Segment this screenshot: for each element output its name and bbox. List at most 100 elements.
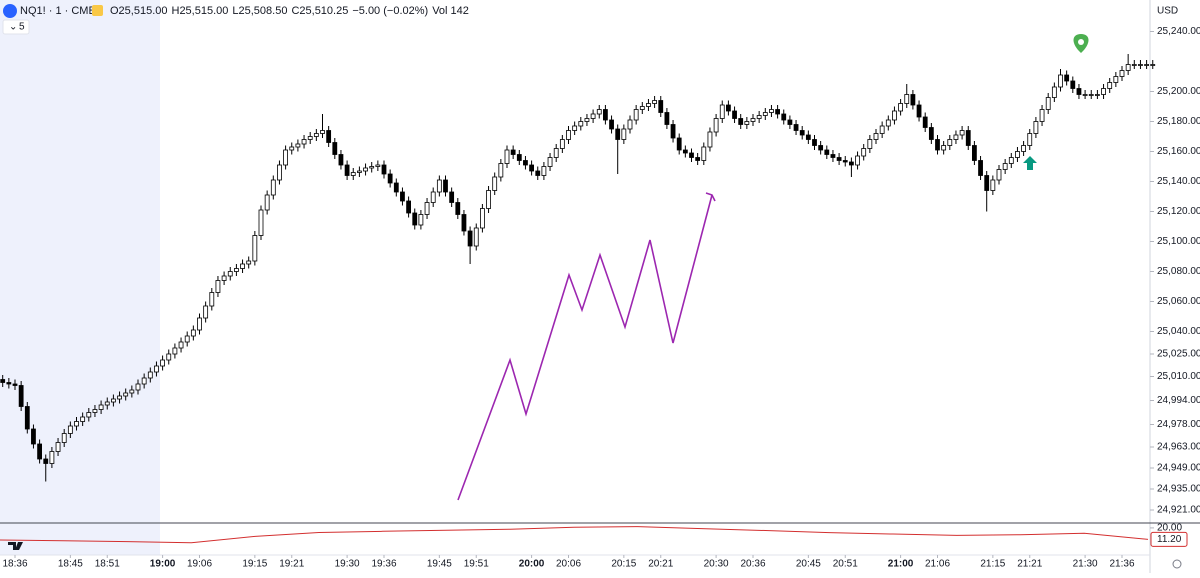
candle-body xyxy=(350,172,356,176)
y-tick-label: 24,935.00 xyxy=(1157,484,1200,495)
last-value-box xyxy=(1150,531,1188,547)
candle-body xyxy=(1045,97,1051,110)
candle-body xyxy=(430,191,436,203)
x-tick-label: 19:06 xyxy=(187,559,212,570)
candle-body xyxy=(233,268,239,272)
candle-body xyxy=(455,202,461,215)
candle-body xyxy=(855,155,860,166)
x-tick-label: 20:36 xyxy=(740,559,765,570)
candle-body xyxy=(18,385,24,407)
candle-body xyxy=(959,130,965,136)
up-arrow xyxy=(1023,156,1037,170)
y-tick-label: 24,921.00 xyxy=(1157,505,1200,516)
candle-body xyxy=(424,202,430,215)
y-tick-label: 24,963.00 xyxy=(1157,442,1200,453)
candle-body xyxy=(49,451,55,464)
candle-body xyxy=(31,428,36,445)
candle-body xyxy=(320,130,325,134)
candle-body xyxy=(553,148,559,158)
x-tick-label: 18:51 xyxy=(95,559,120,570)
candle-body xyxy=(916,104,922,118)
x-tick-label: 20:21 xyxy=(648,559,673,570)
candle-body xyxy=(160,359,166,367)
candle-body xyxy=(406,200,412,214)
candle-body xyxy=(6,382,12,385)
y-tick-label: 25,240.00 xyxy=(1157,26,1200,37)
candle-body xyxy=(1131,64,1137,66)
candle-body xyxy=(86,412,92,418)
drawing-zigzag xyxy=(457,194,713,501)
candle-body xyxy=(559,139,565,149)
legend-value: H25,515.00 xyxy=(172,5,229,17)
candle-body xyxy=(283,149,289,166)
candle-body xyxy=(738,118,744,125)
candle-body xyxy=(762,112,768,116)
interval-badge: 5 xyxy=(19,22,25,33)
candle-body xyxy=(689,152,694,158)
legend-value: Vol 142 xyxy=(432,5,469,17)
candle-body xyxy=(615,128,621,140)
y-tick-label: 25,040.00 xyxy=(1157,326,1200,337)
candle-body xyxy=(393,182,399,193)
x-tick-label: 21:30 xyxy=(1073,559,1098,570)
candle-body xyxy=(541,166,547,176)
candle-body xyxy=(37,443,42,460)
x-tick-label: 18:36 xyxy=(2,559,27,570)
x-tick-label: 19:21 xyxy=(279,559,304,570)
candle-body xyxy=(707,131,713,148)
candle-body xyxy=(111,398,116,403)
candle-body xyxy=(147,371,153,379)
candle-body xyxy=(1008,157,1014,164)
candle-body xyxy=(1002,163,1008,170)
y-tick-label: 25,060.00 xyxy=(1157,296,1200,307)
candle-body xyxy=(209,292,215,307)
tv-logo xyxy=(8,542,23,550)
y-tick-label: 25,010.00 xyxy=(1157,371,1200,382)
candle-body xyxy=(1144,64,1149,66)
candle-body xyxy=(498,163,504,178)
candle-body xyxy=(473,227,479,247)
x-tick-label: 21:15 xyxy=(980,559,1005,570)
y-tick-label: 25,100.00 xyxy=(1157,236,1200,247)
indicator-tick-label: 20.00 xyxy=(1157,523,1182,534)
candle-body xyxy=(1125,64,1131,71)
candle-body xyxy=(154,365,159,373)
candle-body xyxy=(1064,74,1070,82)
interval-box[interactable] xyxy=(2,19,30,35)
settings-icon[interactable] xyxy=(1172,559,1182,569)
candle-body xyxy=(824,149,830,155)
candle-body xyxy=(842,160,848,163)
candle-body xyxy=(184,335,190,343)
candle-body xyxy=(972,145,977,161)
candle-body xyxy=(701,146,707,161)
candle-body xyxy=(178,341,184,349)
candle-body xyxy=(12,383,18,386)
x-tick-label: 19:30 xyxy=(335,559,360,570)
candle-body xyxy=(1021,145,1026,152)
candle-body xyxy=(326,130,332,143)
candle-body xyxy=(369,166,375,169)
candle-body xyxy=(990,179,996,191)
candle-body xyxy=(43,458,49,464)
x-tick-label: 20:30 xyxy=(704,559,729,570)
candle-body xyxy=(479,208,485,229)
candle-body xyxy=(572,125,578,131)
candle-body xyxy=(215,280,221,293)
candle-body xyxy=(277,164,282,181)
candle-body xyxy=(584,118,590,122)
candle-body xyxy=(92,409,98,413)
candle-body xyxy=(123,392,129,397)
candle-body xyxy=(947,139,953,146)
candle-body xyxy=(221,275,227,281)
candle-body xyxy=(387,173,393,184)
legend-value: L25,508.50 xyxy=(232,5,287,17)
candle-body xyxy=(652,100,657,104)
candle-body xyxy=(836,157,842,161)
candle-body xyxy=(676,137,682,151)
x-tick-label: 21:06 xyxy=(925,559,950,570)
candle-body xyxy=(449,191,455,203)
candle-body xyxy=(1058,74,1063,88)
x-tick-label: 21:21 xyxy=(1017,559,1042,570)
x-tick-label: 21:00 xyxy=(888,559,914,570)
candle-body xyxy=(879,125,885,134)
